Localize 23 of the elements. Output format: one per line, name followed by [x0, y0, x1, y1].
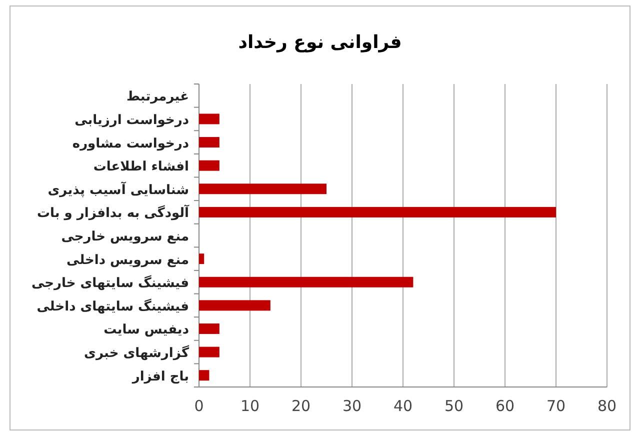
ytick: درخواست مشاوره — [72, 136, 189, 152]
xtick: 80 — [597, 397, 617, 415]
ytick: آلودگی به بدافزار و بات — [36, 206, 189, 222]
xtick: 10 — [240, 397, 260, 415]
xtick: 30 — [342, 397, 362, 415]
ytick: شناسایی آسیب پذیری — [48, 182, 189, 198]
ytick: غیرمرتبط — [126, 90, 189, 105]
xtick: 50 — [444, 397, 464, 415]
ytick: گزارشهای خبری — [84, 346, 189, 362]
xtick: 70 — [546, 397, 566, 415]
xtick: 60 — [495, 397, 515, 415]
xtick: 40 — [393, 397, 413, 415]
ytick: دیفیس سایت — [104, 322, 189, 338]
xtick: 0 — [194, 397, 204, 415]
ytick: فیشینگ سایتهای داخلی — [36, 299, 189, 314]
title: فراوانی نوع رخداد — [238, 32, 402, 53]
ytick: درخواست ارزیابی — [74, 112, 189, 128]
ytick: افشاء اطلاعات — [93, 160, 189, 175]
xtick: 20 — [291, 397, 311, 415]
ytick: فیشینگ سایتهای خارجی — [31, 276, 189, 292]
ytick: باج افزار — [132, 369, 189, 384]
ytick: منع سرویس داخلی — [66, 252, 189, 268]
ytick: منع سرویس خارجی — [61, 230, 189, 244]
